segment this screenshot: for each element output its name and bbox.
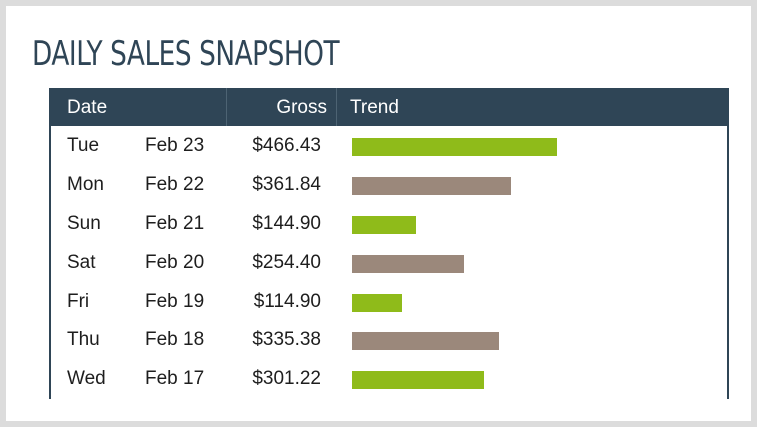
row-date: Feb 18 [145, 329, 205, 351]
table-row: Sat Feb 20 $254.40 [51, 243, 727, 282]
row-date: Feb 21 [145, 212, 205, 234]
table-row: Tue Feb 23 $466.43 [51, 126, 727, 165]
row-day: Sat [67, 251, 96, 273]
header-gross: Gross [276, 97, 327, 118]
sales-table: Date Gross Trend Tue Feb 23 $466.43 Mon … [49, 88, 729, 399]
table-body: Tue Feb 23 $466.43 Mon Feb 22 $361.84 Su… [51, 126, 727, 398]
row-date: Feb 19 [145, 290, 205, 312]
sales-card: DAILY SALES SNAPSHOT Date Gross Trend Tu… [6, 6, 751, 421]
header-divider [336, 88, 337, 126]
row-day: Thu [67, 329, 100, 351]
row-date: Feb 22 [145, 173, 205, 195]
trend-bar [352, 138, 557, 156]
row-gross: $361.84 [252, 173, 321, 195]
table-header: Date Gross Trend [51, 88, 727, 126]
table-row: Thu Feb 18 $335.38 [51, 320, 727, 359]
row-gross: $466.43 [252, 135, 321, 156]
table-row: Sun Feb 21 $144.90 [51, 204, 727, 243]
row-gross: $335.38 [252, 329, 321, 351]
row-day: Wed [67, 368, 106, 390]
row-date: Feb 23 [145, 135, 205, 156]
page-title: DAILY SALES SNAPSHOT [32, 34, 340, 74]
row-gross: $114.90 [253, 290, 321, 312]
header-trend: Trend [350, 97, 399, 118]
trend-bar [352, 215, 416, 234]
table-row: Fri Feb 19 $114.90 [51, 282, 727, 321]
trend-bar [352, 176, 511, 195]
row-gross: $301.22 [252, 368, 321, 390]
row-date: Feb 17 [145, 368, 205, 390]
row-day: Fri [67, 290, 90, 312]
trend-bar [352, 371, 484, 390]
row-day: Sun [67, 212, 101, 234]
row-day: Mon [67, 173, 104, 195]
header-date: Date [67, 97, 108, 118]
row-gross: $254.40 [252, 251, 321, 273]
table-row: Wed Feb 17 $301.22 [51, 359, 727, 398]
trend-bar [352, 254, 464, 273]
row-date: Feb 20 [145, 251, 205, 273]
row-gross: $144.90 [252, 212, 321, 234]
header-divider [226, 88, 227, 126]
table-row: Mon Feb 22 $361.84 [51, 165, 727, 204]
trend-bar [352, 293, 402, 312]
row-day: Tue [67, 135, 100, 156]
trend-bar [352, 332, 499, 351]
